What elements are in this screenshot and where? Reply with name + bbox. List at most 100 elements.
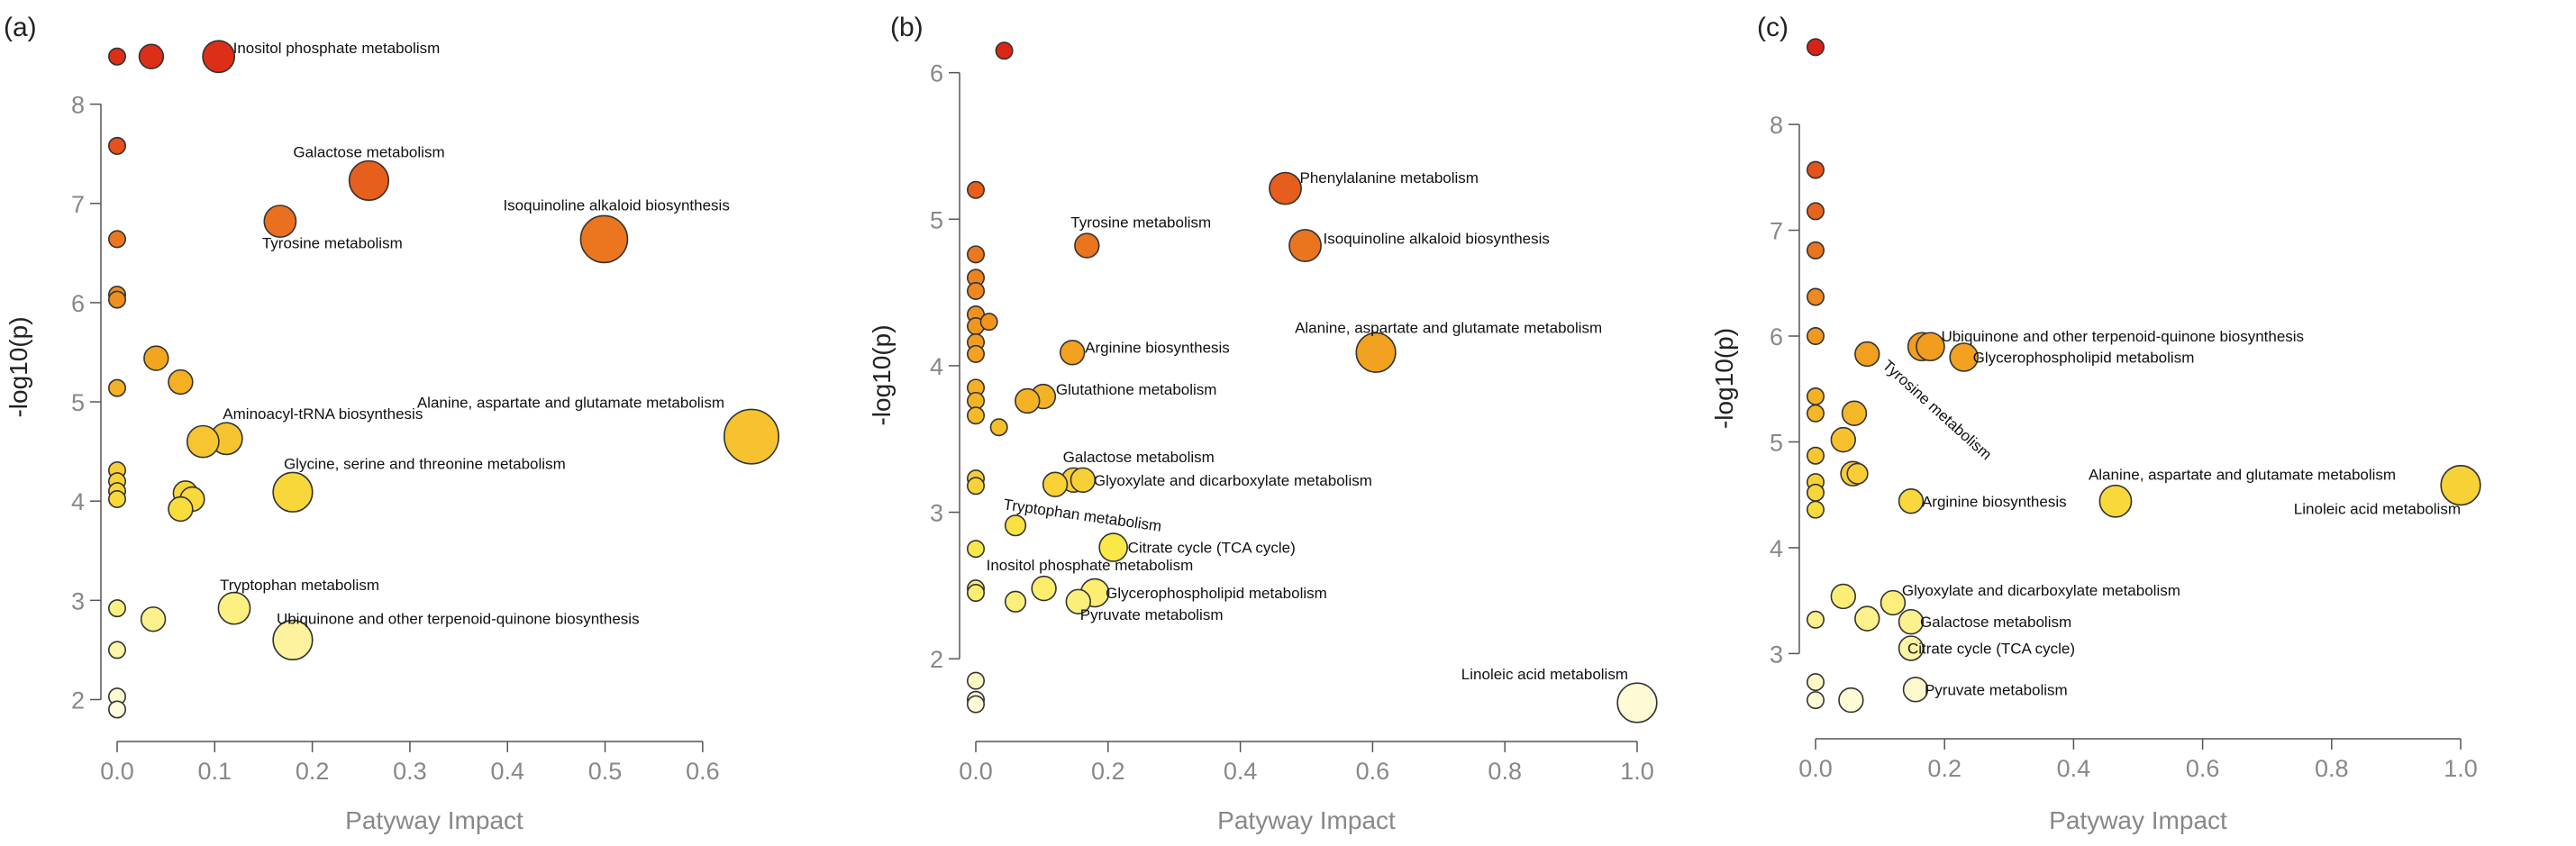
data-point [1838,687,1864,714]
data-point [1004,514,1027,537]
data-point [1042,471,1069,497]
data-point [108,378,127,397]
data-point [1288,229,1322,262]
point-label: Glycerophospholipid metabolism [1973,350,2195,367]
data-point [967,695,986,714]
x-axis-title: Patyway Impact [2049,806,2227,834]
data-point [1098,532,1128,562]
x-tick-label: 0.8 [1488,758,1522,785]
y-tick-label: 8 [1770,112,1783,139]
x-tick-label: 0.4 [490,758,524,785]
data-point [263,205,297,238]
panel-c: (c) 3 4 5 6 7 8 0.0 0.2 0.4 0.6 0.8 1.0 Patyway Impac… [1710,13,2481,834]
data-point [1949,342,1979,372]
y-tick-label: 5 [930,206,943,233]
data-point [967,540,986,559]
point-label: Tryptophan metabolism [220,577,379,594]
point-label: Galactose metabolism [1063,449,1215,466]
data-point [1004,590,1027,613]
data-point [979,313,998,332]
data-point [140,606,167,632]
x-tick-label: 0.4 [2057,755,2091,782]
panel-b: (b) 2 3 4 5 6 0.0 0.2 0.4 0.6 0.8 1.0 Patyway Impact… [868,13,1658,834]
data-point [1830,583,1856,610]
x-tick-label: 0.4 [1224,758,1258,785]
data-point [995,41,1014,60]
point-label: Tyrosine metabolism [1070,214,1211,232]
y-tick-label: 8 [71,92,85,119]
panel-letter: (b) [890,13,924,42]
data-point [168,496,194,523]
data-point [1807,404,1825,423]
y-tick-label: 4 [71,488,85,515]
panel-letter: (a) [4,13,37,42]
y-tick-label: 3 [1770,641,1783,668]
point-label: Ubiquinone and other terpenoid-quinone b… [277,610,640,627]
point-label: Isoquinoline alkaloid biosynthesis [1324,231,1550,248]
x-tick-label: 0.8 [2315,755,2349,782]
x-axis-title: Patyway Impact [345,806,523,834]
data-point [1854,605,1880,632]
y-tick-label: 6 [71,290,85,317]
data-point [1841,400,1868,426]
x-tick-label: 1.0 [2444,755,2478,782]
data-point [1807,673,1825,692]
y-tick-label: 5 [71,389,85,416]
data-point [1355,332,1397,373]
y-axis-title: -log10(p) [1710,328,1738,429]
data-point [1807,287,1825,306]
y-tick-label: 2 [71,687,85,714]
data-point [1074,232,1100,259]
point-label: Alanine, aspartate and glutamate metabol… [1295,319,1602,336]
point-label: Citrate cycle (TCA cycle) [1907,641,2075,658]
y-axis-title: -log10(p) [5,316,32,417]
point-label: Isoquinoline alkaloid biosynthesis [503,196,729,214]
y-tick-label: 3 [71,587,85,614]
data-point [989,418,1008,437]
data-point [579,214,629,264]
data-point [1807,202,1825,221]
point-label: Glyoxylate and dicarboxylate metabolism [1094,472,1372,489]
x-tick-label: 0.5 [588,758,623,785]
x-tick-label: 0.6 [2186,755,2220,782]
y-tick-label: 6 [930,60,943,87]
x-tick-label: 0.0 [959,758,993,785]
data-point [967,245,986,264]
data-point [1269,171,1302,205]
data-point [217,591,251,625]
data-point [1830,426,1856,453]
point-label: Tyrosine metabolism [262,235,403,252]
data-point [143,345,169,371]
point-label: Alanine, aspartate and glutamate metabol… [417,395,724,412]
data-point [1065,588,1091,614]
point-label: Citrate cycle (TCA cycle) [1128,540,1296,557]
x-tick-label: 0.0 [1798,755,1833,782]
data-point [1807,38,1825,57]
data-point [1898,488,1925,514]
data-point [186,424,220,459]
y-tick-label: 3 [930,500,943,527]
data-point [1015,387,1041,414]
x-tick-label: 0.2 [1091,758,1125,785]
x-tick-label: 0.0 [100,758,134,785]
data-point [1807,446,1825,465]
y-axis-title: -log10(p) [868,324,896,425]
data-point [967,406,986,425]
y-tick-label: 4 [1770,535,1783,562]
y-tick-label: 4 [930,353,943,380]
data-point [108,489,127,508]
point-label: Galactose metabolism [1920,614,2071,631]
x-tick-label: 0.1 [198,758,232,785]
data-point [272,471,314,513]
point-label: Arginine biosynthesis [1085,339,1230,356]
data-point [1807,387,1825,405]
data-point [1807,160,1825,179]
point-label: Glycerophospholipid metabolism [1106,585,1327,602]
data-point [1059,340,1086,366]
data-point [272,619,314,660]
data-point [348,159,390,202]
data-point [168,368,194,396]
data-point [967,344,986,363]
data-point [1807,327,1825,346]
